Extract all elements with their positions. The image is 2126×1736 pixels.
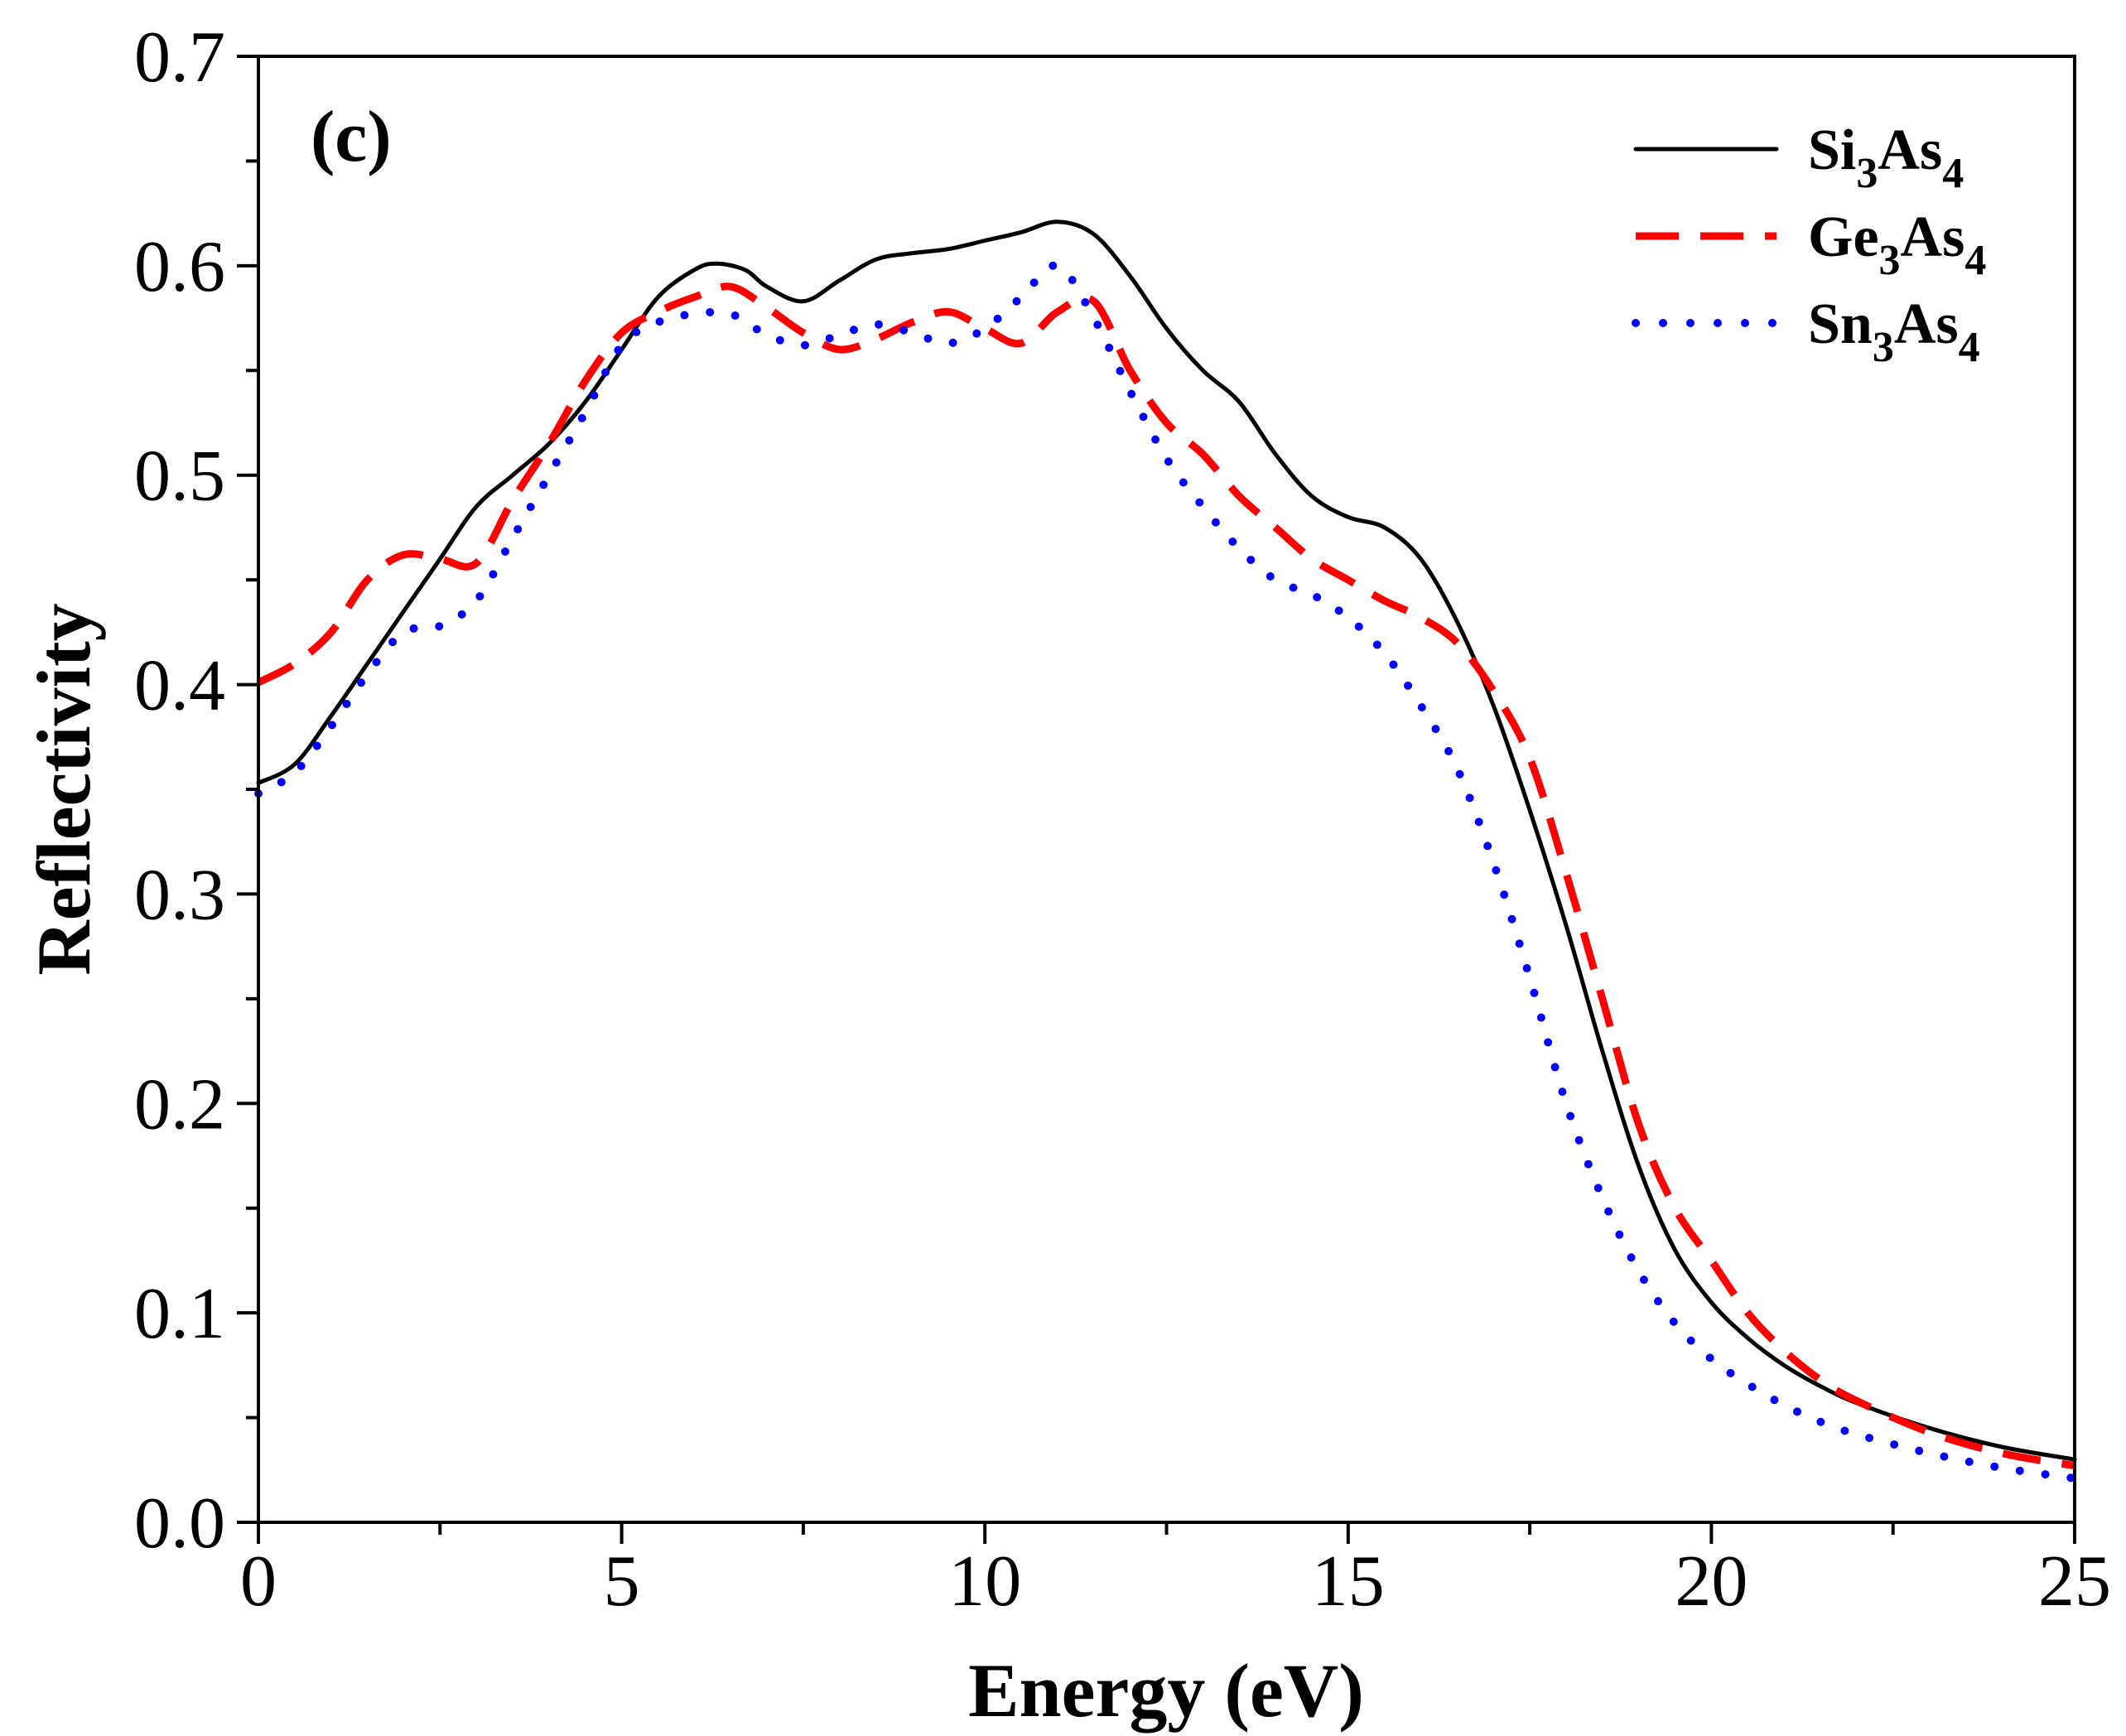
legend-label-part: As xyxy=(1901,205,1965,269)
x-axis-title: Energy (eV) xyxy=(968,1648,1364,1733)
y-tick-label: 0.1 xyxy=(134,1274,225,1354)
plot-series xyxy=(254,219,2079,1483)
plot-frame xyxy=(257,55,2076,1524)
legend-label-part: Si xyxy=(1808,118,1856,182)
legend-label-part: 3 xyxy=(1856,150,1878,197)
legend-label-part: Sn xyxy=(1808,292,1873,356)
legend-label-ge3as4: Ge3As4 xyxy=(1808,205,1986,284)
y-tick-label: 0.0 xyxy=(134,1483,225,1564)
series-line-ge3as4 xyxy=(256,282,2075,1470)
y-tick-label: 0.7 xyxy=(134,17,225,98)
x-tick-label: 20 xyxy=(1675,1541,1748,1622)
legend-label-part: 3 xyxy=(1873,324,1894,371)
series-line-sn3as4 xyxy=(254,261,2079,1483)
y-axis-title: Reflectivity xyxy=(22,603,106,976)
legend-label-part: 4 xyxy=(1959,324,1980,371)
x-tick-label: 15 xyxy=(1312,1541,1385,1622)
legend-label-part: 3 xyxy=(1879,237,1901,284)
legend-label-part: Ge xyxy=(1808,205,1879,269)
tick-labels: 0 5 10 15 20 25 0.0 0.1 0.2 0.3 0.4 0.5 0.6 0.7 xyxy=(134,17,2111,1622)
legend-label-sn3as4: Sn3As4 xyxy=(1808,292,1980,371)
legend-label-part: As xyxy=(1894,292,1959,356)
panel-label: (c) xyxy=(311,97,392,177)
x-tick-label: 0 xyxy=(240,1541,277,1622)
x-tick-label: 10 xyxy=(948,1541,1021,1622)
x-tick-label: 25 xyxy=(2038,1541,2111,1622)
legend-label-si3as4: Si3As4 xyxy=(1808,118,1964,197)
series-line-si3as4 xyxy=(256,219,2077,1462)
axis-ticks xyxy=(237,55,2076,1544)
y-tick-label: 0.4 xyxy=(134,646,225,726)
y-tick-label: 0.2 xyxy=(134,1064,225,1145)
y-tick-label: 0.6 xyxy=(134,227,225,307)
x-tick-label: 5 xyxy=(604,1541,640,1622)
legend-label-part: 4 xyxy=(1942,150,1964,197)
y-tick-label: 0.3 xyxy=(134,855,225,935)
y-tick-label: 0.5 xyxy=(134,436,225,517)
legend-label-part: As xyxy=(1878,118,1942,182)
legend-label-part: 4 xyxy=(1965,237,1986,284)
